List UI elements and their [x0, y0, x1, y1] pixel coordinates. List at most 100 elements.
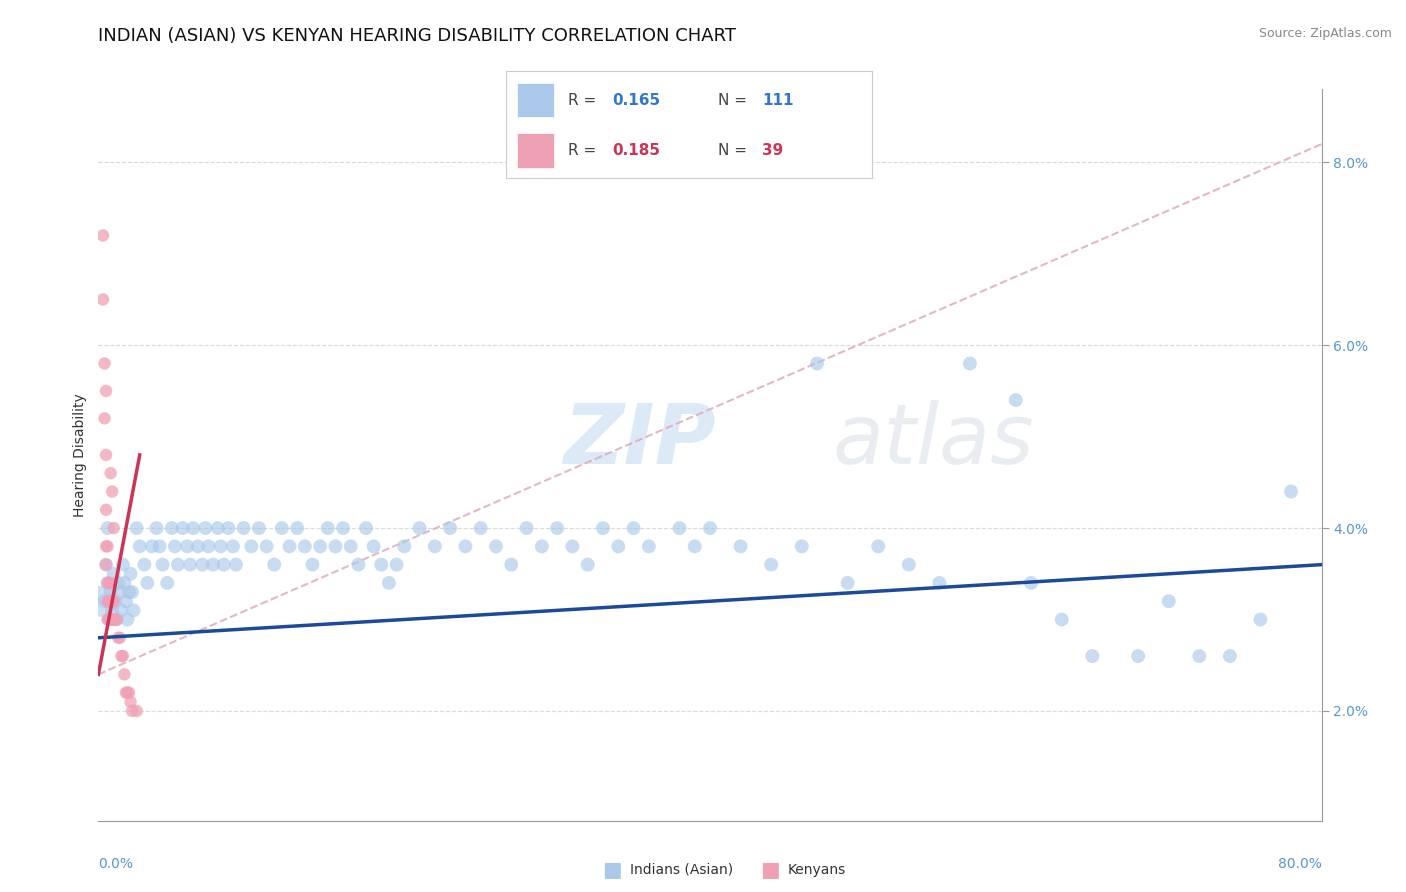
Point [530, 539, 553, 553]
Point [607, 539, 630, 553]
Point [100, 585, 122, 599]
Text: R =: R = [568, 93, 602, 108]
Text: 0.185: 0.185 [612, 143, 661, 158]
Point [103, 566, 125, 581]
Text: 39: 39 [762, 143, 783, 158]
Point [370, 558, 392, 572]
Point [1081, 649, 1104, 664]
Point [294, 539, 316, 553]
Point [209, 539, 232, 553]
Point [1050, 613, 1073, 627]
Point [104, 613, 127, 627]
Point [454, 539, 477, 553]
Point [167, 558, 190, 572]
Point [125, 704, 148, 718]
Point [354, 521, 377, 535]
Point [790, 539, 813, 553]
Point [152, 558, 174, 572]
Point [928, 576, 950, 591]
Text: ■: ■ [761, 860, 780, 880]
Text: Indians (Asian): Indians (Asian) [630, 863, 733, 877]
Point [115, 686, 138, 700]
Point [103, 594, 125, 608]
Point [278, 539, 301, 553]
Point [93, 356, 115, 371]
Point [93, 594, 115, 608]
Point [1188, 649, 1211, 664]
Point [485, 539, 508, 553]
Text: ■: ■ [602, 860, 621, 880]
FancyBboxPatch shape [517, 134, 554, 168]
Point [240, 539, 263, 553]
Text: atlas: atlas [832, 400, 1033, 481]
Point [128, 539, 150, 553]
Point [120, 695, 142, 709]
Point [1128, 649, 1150, 664]
Point [191, 558, 214, 572]
Point [160, 521, 183, 535]
Point [309, 539, 332, 553]
Point [98, 613, 121, 627]
Point [668, 521, 690, 535]
Y-axis label: Hearing Disability: Hearing Disability [73, 393, 87, 516]
Point [101, 613, 124, 627]
Point [97, 539, 120, 553]
Point [897, 558, 920, 572]
Point [136, 576, 159, 591]
Point [392, 539, 416, 553]
Point [232, 521, 254, 535]
Point [730, 539, 752, 553]
Point [103, 613, 125, 627]
Point [145, 521, 167, 535]
Point [94, 558, 117, 572]
Point [546, 521, 568, 535]
Point [118, 686, 141, 700]
Point [179, 558, 201, 572]
Point [94, 558, 117, 572]
Point [117, 686, 139, 700]
Point [101, 594, 124, 608]
Point [97, 576, 120, 591]
Point [1249, 613, 1271, 627]
Point [111, 558, 134, 572]
Point [1004, 392, 1026, 407]
Point [1019, 576, 1042, 591]
Point [212, 558, 235, 572]
FancyBboxPatch shape [517, 83, 554, 118]
Text: Kenyans: Kenyans [787, 863, 845, 877]
Point [107, 631, 129, 645]
Point [134, 558, 156, 572]
Point [94, 384, 117, 398]
Point [637, 539, 661, 553]
Point [202, 558, 225, 572]
Point [194, 521, 217, 535]
Point [501, 558, 523, 572]
Point [122, 603, 145, 617]
Point [97, 521, 120, 535]
Text: INDIAN (ASIAN) VS KENYAN HEARING DISABILITY CORRELATION CHART: INDIAN (ASIAN) VS KENYAN HEARING DISABIL… [98, 27, 737, 45]
Point [270, 521, 292, 535]
Point [97, 594, 120, 608]
Point [759, 558, 782, 572]
Point [516, 521, 538, 535]
Point [225, 558, 247, 572]
Point [107, 576, 129, 591]
Point [316, 521, 339, 535]
Point [98, 576, 121, 591]
Point [100, 594, 122, 608]
Text: 111: 111 [762, 93, 793, 108]
Point [120, 566, 142, 581]
Text: ZIP: ZIP [564, 400, 716, 481]
Point [423, 539, 446, 553]
Text: 0.165: 0.165 [612, 93, 661, 108]
Point [91, 228, 114, 243]
Point [176, 539, 198, 553]
Text: N =: N = [718, 93, 752, 108]
Point [385, 558, 408, 572]
Point [285, 521, 308, 535]
Point [100, 576, 122, 591]
Point [332, 521, 354, 535]
Point [561, 539, 583, 553]
Point [103, 521, 125, 535]
Point [111, 649, 134, 664]
